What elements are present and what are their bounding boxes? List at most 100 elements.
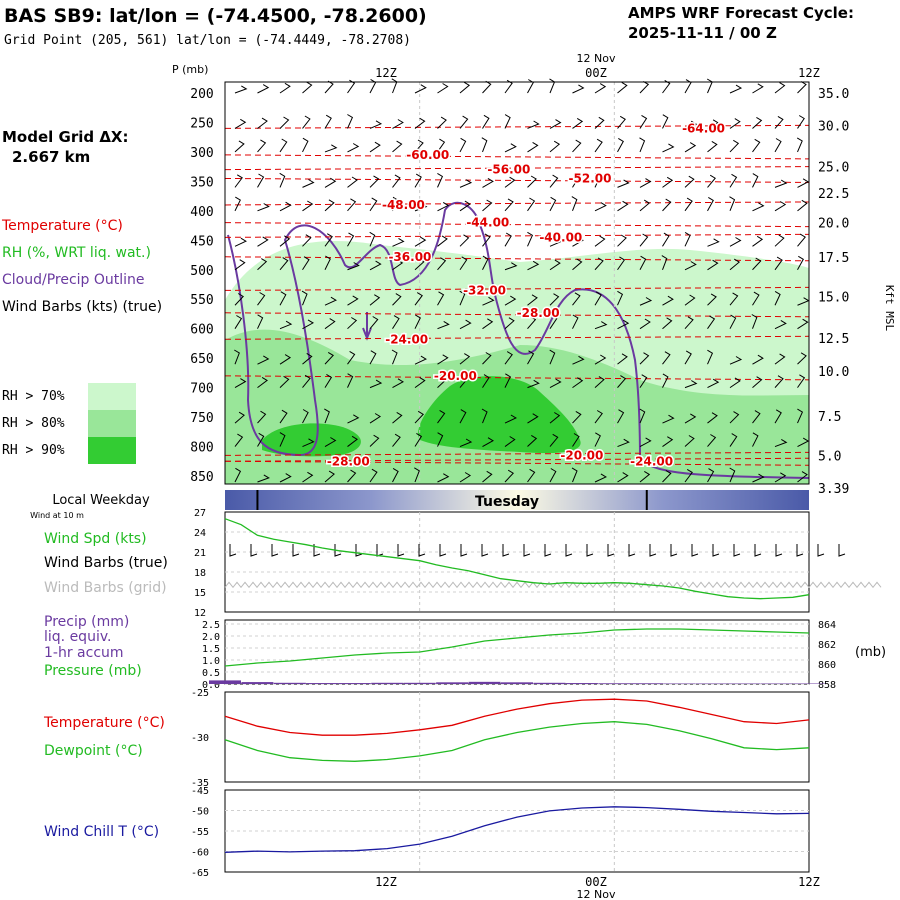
wind-barb: [662, 351, 671, 365]
isotherm-line-9: [224, 312, 810, 318]
precip-bar: [371, 682, 404, 684]
precip-bar: [598, 683, 631, 684]
wind-barb: [234, 140, 245, 153]
wind-barb: [707, 434, 717, 447]
wind-barb: [594, 291, 602, 306]
wind-barb: [459, 472, 472, 483]
height-tick-label: 35.0: [818, 87, 849, 102]
wind-barb: [549, 349, 556, 365]
pressure-tick-label: 800: [190, 441, 213, 456]
wind-barb: [617, 256, 626, 271]
wind-barb: [482, 437, 494, 447]
wind-barb: [392, 119, 404, 129]
windchill-line: [224, 806, 810, 853]
wind-barb: [774, 353, 786, 365]
wind-barb: [729, 377, 741, 389]
windchill-tick-label: -50: [191, 807, 209, 818]
wind-barb: [234, 293, 244, 306]
wind-barb: [392, 378, 405, 389]
wind-barb-surface: [460, 544, 468, 557]
wind-barb: [752, 410, 761, 424]
wind-barb: [594, 354, 607, 365]
precip-bar: [403, 682, 436, 684]
wind-barb: [774, 256, 783, 271]
isotherm-label: -48.00: [382, 198, 425, 212]
wind-barb: [234, 196, 241, 212]
wind-barb-surface: [481, 544, 489, 557]
rh-key-swatch-90: [88, 437, 136, 464]
wind-barb: [572, 314, 579, 329]
wind-barb: [752, 173, 759, 188]
wind-barb: [639, 199, 651, 212]
wind-barb: [594, 321, 608, 330]
wind-barb: [347, 79, 356, 94]
pressure-tick-label: 500: [190, 264, 213, 279]
wind-barb: [572, 377, 584, 389]
wind-barb: [257, 117, 268, 129]
wind-barb: [234, 433, 244, 447]
isotherm-label: -28.00: [327, 454, 370, 468]
wind-barb: [751, 314, 758, 329]
wind-barb: [324, 408, 330, 424]
rh-key-label-70: RH > 70%: [2, 389, 65, 404]
wind-barbs-grid-label: Wind Barbs (grid): [44, 580, 167, 596]
wind-barb: [594, 410, 603, 424]
wind-barb: [684, 316, 694, 330]
temp-tick-label: -30: [191, 733, 209, 744]
wind-barb: [684, 142, 697, 153]
isotherm-line-6: [224, 233, 810, 238]
wind-barb: [459, 256, 468, 271]
height-tick-label: 25.0: [818, 161, 849, 176]
wind-barb: [392, 315, 400, 329]
wind-barb: [729, 433, 738, 447]
wind-barb: [324, 373, 333, 388]
rh-region-90-left: [262, 423, 361, 457]
wind-barb: [549, 468, 557, 483]
isotherm-line-13: [224, 460, 810, 466]
wind-barb: [661, 255, 668, 270]
wind-barb: [662, 198, 672, 212]
wind-barb: [369, 231, 376, 247]
wind-barb: [774, 290, 781, 306]
wind-barb: [797, 437, 810, 447]
wind-barb: [279, 82, 291, 94]
wind-barb: [707, 196, 714, 212]
wind-barb: [347, 114, 354, 129]
wind-barb: [437, 235, 448, 247]
wind-barb: [234, 315, 243, 329]
wind-barb: [527, 468, 536, 483]
windchill-tick-label: -65: [191, 868, 209, 879]
wind-barb: [572, 173, 580, 188]
isotherm-line-14: [224, 457, 810, 462]
model-grid-value: 2.667 km: [12, 148, 90, 166]
wind-barb: [302, 234, 312, 247]
rh-key-label-90: RH > 90%: [2, 443, 65, 458]
wind-barb: [549, 140, 561, 153]
wind-barb: [527, 413, 539, 424]
wind-tick-label: 27: [194, 508, 206, 519]
wind-barb-surface: [250, 544, 258, 557]
wind-barb: [504, 351, 513, 365]
wind-barb: [797, 374, 806, 388]
wind-barb: [617, 472, 629, 483]
wind-barb: [324, 255, 331, 270]
wind-barb: [279, 257, 289, 271]
wind-barb: [707, 315, 716, 329]
wind-barb: [639, 352, 650, 365]
height-tick-label: 15.0: [818, 290, 849, 305]
height-tick-label: 3.39: [818, 482, 849, 497]
wind-barb: [662, 176, 674, 188]
bottom-tick-12z-b: 12Z: [798, 875, 820, 889]
wind-barb: [662, 114, 669, 129]
wind-barb: [459, 81, 471, 94]
wind-barb: [594, 473, 607, 483]
precip-bar: [533, 682, 566, 684]
wind-barb: [302, 81, 313, 94]
pressure-tick-label: 650: [190, 352, 213, 367]
wind-barb: [729, 258, 741, 271]
wind-barb: [414, 467, 420, 483]
height-tick-label: 30.0: [818, 119, 849, 134]
rh-key-label-80: RH > 80%: [2, 416, 65, 431]
wind-barb: [257, 432, 265, 447]
legend-wind: Wind Barbs (kts) (true): [2, 299, 162, 315]
